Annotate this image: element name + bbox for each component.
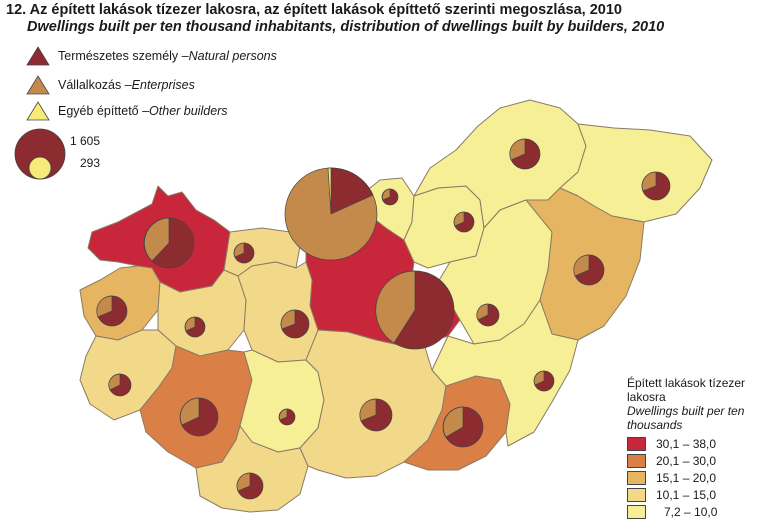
class-label: 15,1 – 20,0 [656, 471, 717, 485]
class-swatch [627, 454, 646, 468]
legend-label-hu: Természetes személy – [58, 49, 189, 63]
pie-baranya [236, 472, 264, 500]
builder-share-pies [96, 138, 671, 500]
class-row: 10,1 – 15,0 [627, 487, 777, 503]
legend-enterprises: Vállalkozás – Enterprises [26, 74, 195, 96]
triangle-icon [26, 101, 50, 121]
class-row: 30,1 – 38,0 [627, 436, 777, 452]
pie-pest [375, 270, 455, 350]
size-legend: 1 605 293 [14, 126, 124, 182]
legend-label-hu: Egyéb építtető – [58, 104, 150, 118]
pie-veszprem [184, 316, 206, 338]
size-legend-small-value: 293 [80, 156, 101, 170]
class-row: 20,1 – 30,0 [627, 453, 777, 469]
class-label: 7,2 – 10,0 [664, 505, 718, 519]
legend-label-hu: Vállalkozás – [58, 78, 132, 92]
size-legend-circles [14, 128, 66, 180]
size-legend-large-value: 1 605 [70, 134, 101, 148]
class-swatch [627, 437, 646, 451]
pie-csongrad [442, 406, 484, 448]
pie-tolna [278, 408, 296, 426]
map-title: 12. Az épített lakások tízezer lakosra, … [6, 2, 622, 18]
pie-nograd [381, 188, 399, 206]
map-subtitle: Dwellings built per ten thousand inhabit… [27, 19, 665, 35]
class-swatch [627, 471, 646, 485]
pie-borsod [509, 138, 541, 170]
pie-zala [108, 373, 132, 397]
class-swatch [627, 488, 646, 502]
class-row: 7,2 – 10,0 [627, 504, 777, 520]
class-row: 15,1 – 20,0 [627, 470, 777, 486]
pie-vas [96, 295, 128, 327]
class-legend-title-hu: Épített lakások tízezer lakosra [627, 376, 746, 404]
legend-label-en: Other builders [149, 104, 228, 118]
county-fejer [237, 261, 319, 363]
pie-bekes [533, 370, 555, 392]
county-bekes [431, 299, 579, 447]
class-legend: Épített lakások tízezer lakosra Dwelling… [627, 376, 777, 521]
legend-label-en: Enterprises [131, 78, 195, 92]
pie-gyor [143, 217, 195, 269]
legend-other-builders: Egyéb építtető – Other builders [26, 100, 228, 122]
pie-heves [453, 211, 475, 233]
pie-jasz [476, 303, 500, 327]
legend-label-en: Natural persons [188, 49, 277, 63]
pie-budapest [284, 167, 378, 261]
pie-fejer [280, 309, 310, 339]
pie-bacs [359, 398, 393, 432]
class-label: 10,1 – 15,0 [656, 488, 717, 502]
pie-szabolcs [641, 171, 671, 201]
class-label: 30,1 – 38,0 [656, 437, 717, 451]
pie-hajdu [573, 254, 605, 286]
triangle-icon [26, 75, 50, 95]
pie-komarom [233, 242, 255, 264]
county-regions [79, 99, 713, 513]
legend-natural-persons: Természetes személy – Natural persons [26, 45, 277, 67]
pie-somogy [179, 397, 219, 437]
class-swatch [627, 505, 646, 519]
triangle-icon [26, 46, 50, 66]
class-legend-title-en: Dwellings built per ten thousands [627, 404, 745, 432]
class-label: 20,1 – 30,0 [656, 454, 717, 468]
